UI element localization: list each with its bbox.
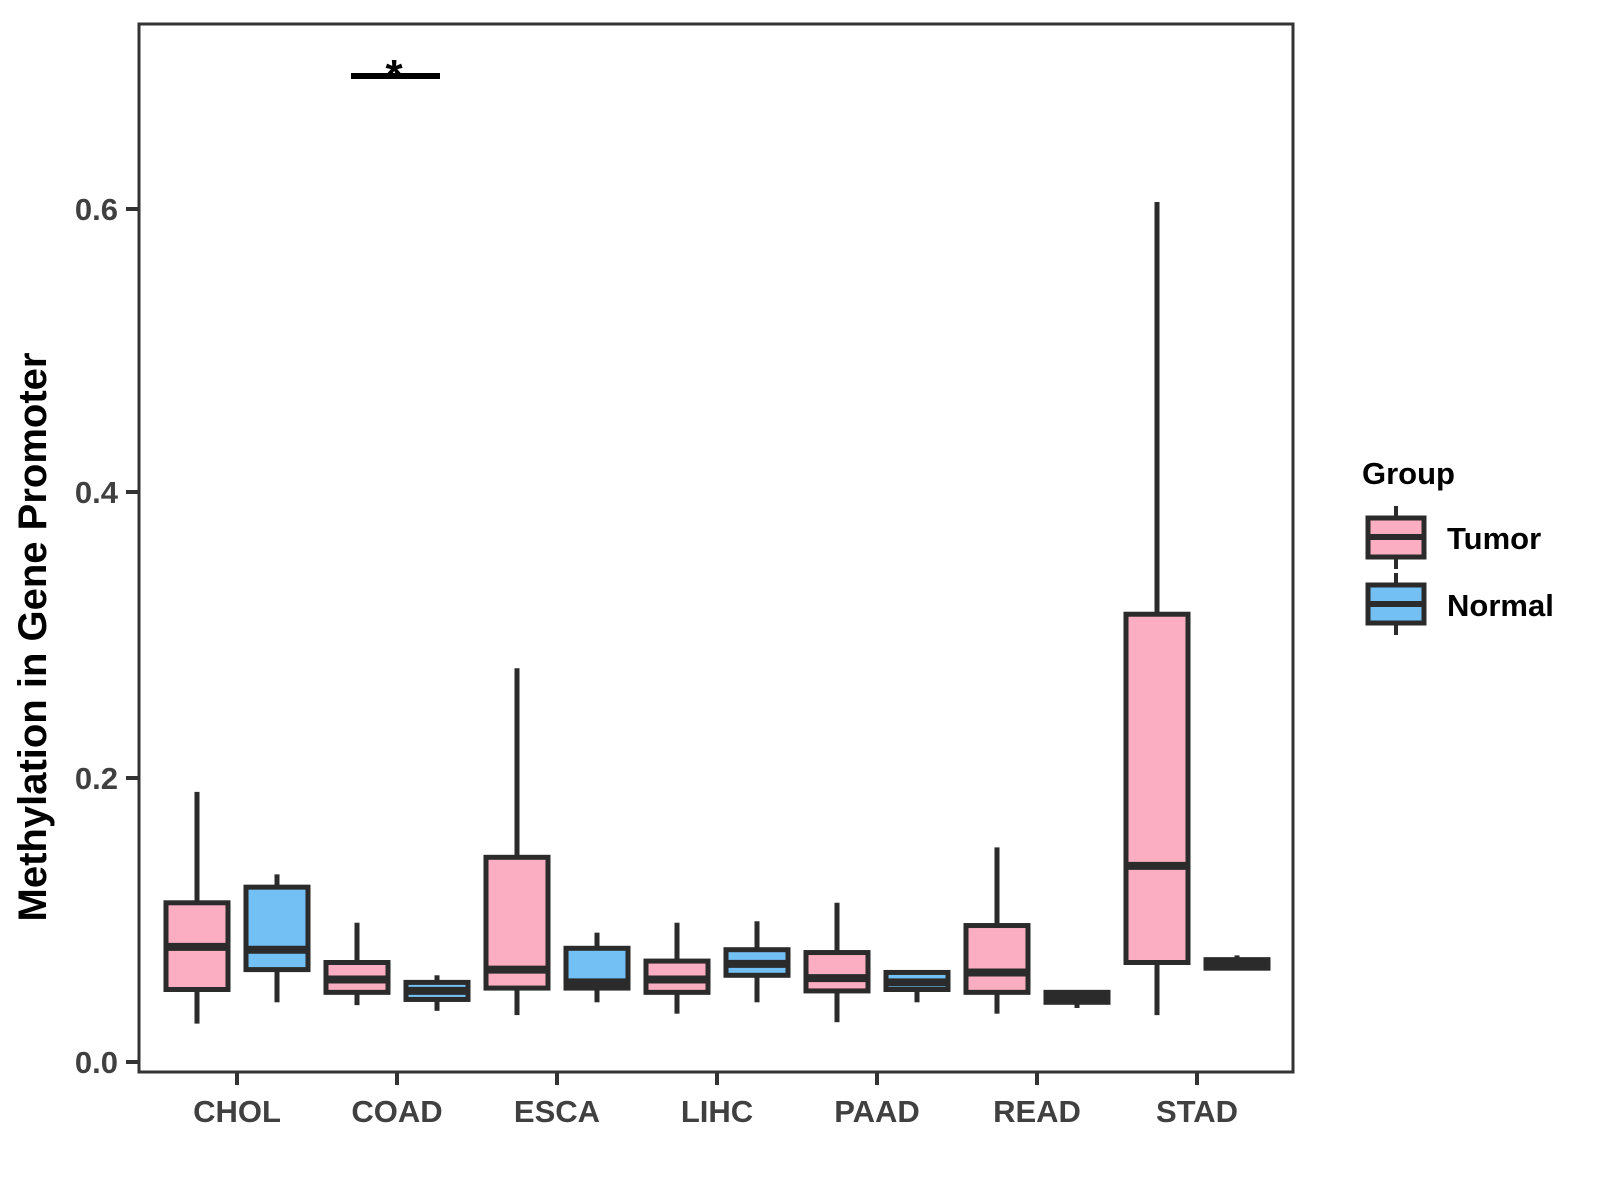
significance-annotation: *: [351, 51, 440, 100]
x-label-read: READ: [993, 1094, 1081, 1129]
boxes-layer: [163, 201, 1271, 1024]
y-axis-ticks: [126, 207, 139, 1064]
legend: Group Tumor Normal: [1362, 456, 1554, 635]
box-tumor-read: [963, 923, 1031, 995]
box-tumor-paad: [803, 950, 871, 994]
x-label-stad: STAD: [1156, 1094, 1238, 1129]
box-normal-chol: [243, 884, 311, 973]
y-tick-label-0.2: 0.2: [75, 761, 118, 796]
legend-label-tumor: Tumor: [1447, 521, 1541, 556]
x-label-lihc: LIHC: [681, 1094, 753, 1129]
x-label-paad: PAAD: [834, 1094, 920, 1129]
x-axis-ticks: [235, 1072, 1199, 1085]
x-label-esca: ESCA: [514, 1094, 600, 1129]
panel-border: [137, 22, 1295, 1074]
legend-key-normal: Normal: [1365, 573, 1554, 635]
legend-label-normal: Normal: [1447, 588, 1554, 623]
legend-key-tumor: Tumor: [1365, 506, 1541, 569]
y-tick-label-0.0: 0.0: [75, 1045, 118, 1080]
y-tick-label-0.4: 0.4: [75, 475, 119, 510]
y-tick-label-0.6: 0.6: [75, 192, 118, 227]
x-label-chol: CHOL: [193, 1094, 281, 1129]
x-label-coad: COAD: [351, 1094, 442, 1129]
legend-title: Group: [1362, 456, 1455, 491]
box-tumor-stad: [1123, 611, 1191, 965]
y-axis-title: Methylation in Gene Promoter: [11, 353, 55, 922]
significance-star: *: [385, 51, 403, 100]
